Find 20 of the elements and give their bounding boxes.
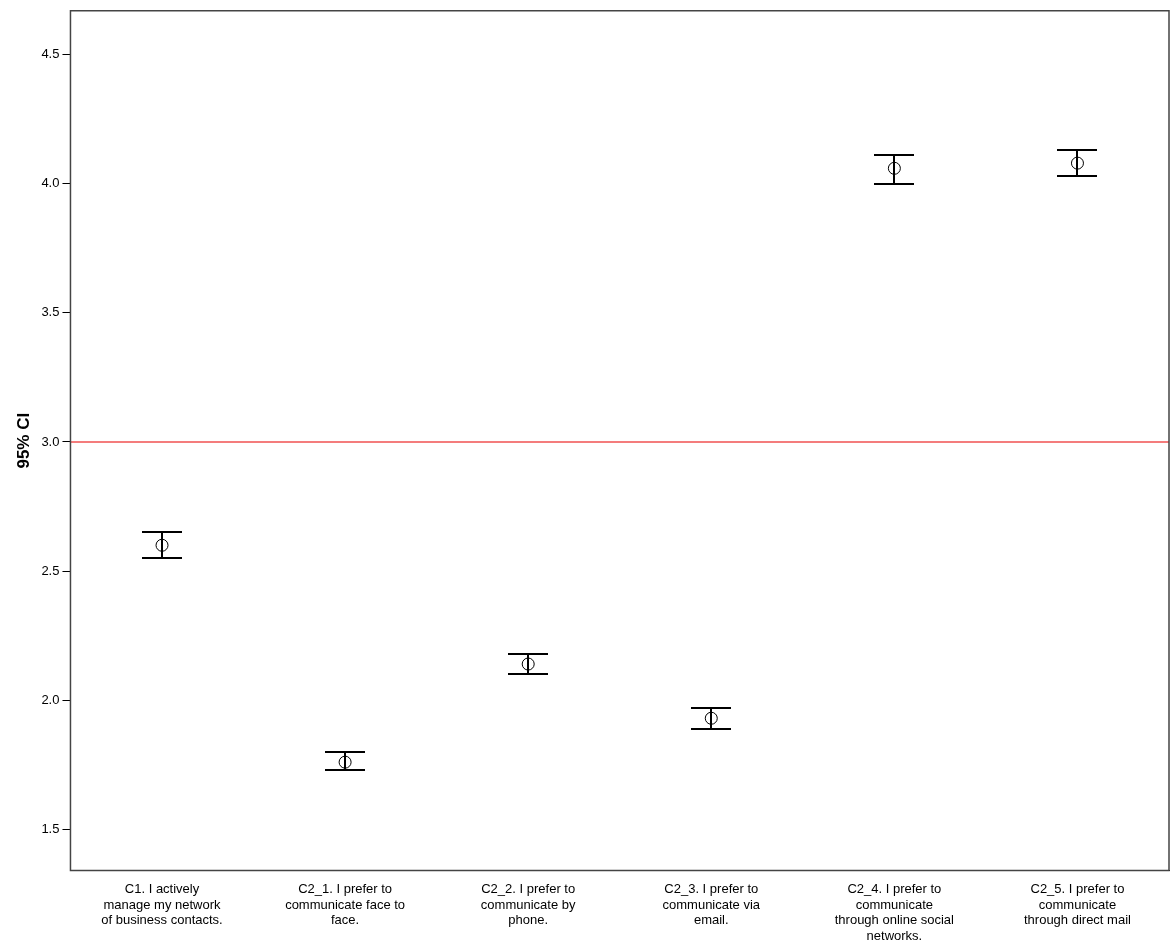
- y-tick-label: 1.5: [41, 820, 60, 836]
- point: [887, 161, 901, 175]
- y-tick-label: 3.0: [41, 433, 60, 449]
- point: [521, 657, 535, 671]
- y-tick-label: 4.0: [41, 175, 60, 191]
- y-tick-label: 2.5: [41, 562, 60, 578]
- y-axis-title: 95% CI: [13, 412, 33, 469]
- point: [1070, 156, 1084, 170]
- y-tick-label: 2.0: [41, 691, 60, 707]
- x-tick-label: C2_3. I prefer to communicate via email.: [662, 880, 761, 928]
- y-tick-label: 4.5: [41, 46, 60, 62]
- x-tick-label: C2_4. I prefer to communicate through online social networks.: [834, 880, 955, 943]
- x-tick-label: C2_2. I prefer to communicate by phone.: [480, 880, 577, 928]
- point: [704, 711, 718, 725]
- point: [155, 538, 169, 552]
- y-tick-label: 3.5: [41, 304, 60, 320]
- x-tick-label: C2_1. I prefer to communicate face to face.: [285, 880, 406, 928]
- x-tick-label: C2_5. I prefer to communicate through direct mail: [1023, 880, 1132, 928]
- point: [338, 755, 352, 769]
- x-tick-label: C1. I actively manage my network of business contacts.: [101, 880, 223, 928]
